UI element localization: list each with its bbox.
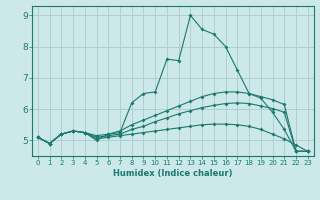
X-axis label: Humidex (Indice chaleur): Humidex (Indice chaleur) bbox=[113, 169, 233, 178]
